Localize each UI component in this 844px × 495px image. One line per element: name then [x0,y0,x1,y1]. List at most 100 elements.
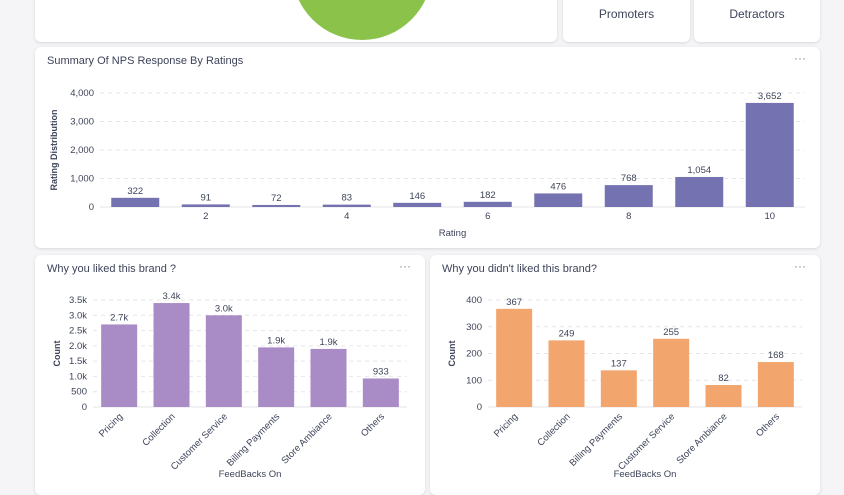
bar [111,197,160,207]
liked-brand-chart-card: Why you liked this brand ? ··· 0 500 1.0k 1… [35,255,425,495]
y-tick-label: 3.0k [69,310,87,321]
bar [534,193,583,207]
y-tick-label: 0 [89,202,94,213]
data-label: 182 [480,190,496,201]
data-label: 322 [127,186,143,197]
y-tick-label: 1.5k [69,356,87,367]
x-axis-label: Rating [439,228,466,239]
x-axis-label: FeedBacks On [219,469,282,480]
bar [310,348,347,407]
y-tick-label: 3.5k [69,295,87,306]
y-axis-label: Count [52,341,62,367]
bar [153,303,190,407]
data-label: 1,054 [687,165,711,176]
bar [705,385,742,407]
data-label: 476 [550,181,566,192]
bar [653,338,690,407]
data-label: 3,652 [758,91,782,102]
y-axis-label: Rating Distribution [49,110,59,191]
data-label: 72 [271,193,282,204]
bar [393,202,442,207]
y-tick-label: 0 [82,402,87,413]
y-tick-label: 4,000 [70,88,94,99]
y-tick-label: 3,000 [70,117,94,128]
ellipsis-icon[interactable]: ··· [794,259,806,273]
x-tick-label: Collection [140,411,177,448]
y-axis-label: Count [447,341,457,367]
data-label: 137 [611,358,627,369]
y-tick-label: 1,000 [70,174,94,185]
y-tick-label: 400 [466,295,482,306]
y-tick-label: 0 [477,402,482,413]
x-tick-label: Others [754,411,782,439]
data-label: 1.9k [320,337,338,348]
y-tick-label: 200 [466,349,482,360]
chart-svg: 0 500 1.0k 1.5k 2.0k 2.5k 3.0k 3.5k 2.7k Pricing 3… [52,291,407,480]
x-tick-label: Pricing [97,411,125,439]
y-tick-label: 1.0k [69,371,87,382]
chart-svg: 0 100 200 300 400 367 Pricing 249 Collection 137 B… [447,295,802,480]
x-tick-label: Pricing [492,411,520,439]
y-tick-label: 2,000 [70,145,94,156]
x-tick-label: Store Ambiance [674,411,729,466]
y-tick-label: 500 [71,387,87,398]
bar [757,362,794,407]
chart-title: Why you liked this brand ? [47,263,177,275]
bar [463,201,512,207]
bar [252,204,301,207]
x-tick-label: 2 [203,211,208,222]
nps-ratings-chart-card: Summary Of NPS Response By Ratings ··· 0… [35,47,820,248]
bar [548,340,585,407]
data-label: 367 [506,297,522,308]
promoters-card: Promoters [563,0,690,42]
data-label: 3.4k [163,291,181,302]
x-axis-label: FeedBacks On [614,469,677,480]
bar [181,204,230,207]
data-label: 82 [718,373,729,384]
data-label: 168 [768,350,784,361]
bar [101,324,138,407]
x-tick-label: 4 [344,211,349,222]
y-tick-label: 2.5k [69,326,87,337]
data-label: 3.0k [215,303,233,314]
y-tick-label: 2.0k [69,341,87,352]
bar [675,176,724,207]
bar [362,378,399,407]
bar [258,347,295,407]
data-label: 255 [663,327,679,338]
data-label: 1.9k [267,335,285,346]
bar [600,370,637,407]
x-tick-label: 10 [764,211,775,222]
bar [322,204,371,207]
detractors-card: Detractors [694,0,820,42]
gauge-chart [292,0,432,40]
gauge-card [35,0,557,42]
x-tick-label: Store Ambiance [279,411,334,466]
data-label: 2.7k [110,312,128,323]
disliked-brand-chart-card: Why you didn't liked this brand? ··· 0 10… [430,255,820,495]
x-tick-label: 6 [485,211,490,222]
data-label: 83 [341,193,352,204]
bar [604,185,653,207]
ellipsis-icon[interactable]: ··· [399,259,411,273]
y-tick-label: 300 [466,322,482,333]
y-tick-label: 100 [466,375,482,386]
data-label: 91 [200,192,211,203]
bar [205,315,242,407]
ellipsis-icon[interactable]: ··· [794,51,806,65]
chart-svg: 0 1,000 2,000 3,000 4,000 322 91 2 72 83 4 146 182 6 4… [49,88,805,239]
x-tick-label: Collection [535,411,572,448]
data-label: 146 [409,191,425,202]
x-tick-label: Customer Service [616,411,677,472]
chart-title: Summary Of NPS Response By Ratings [47,55,244,67]
detractors-label: Detractors [729,7,785,21]
chart-title: Why you didn't liked this brand? [442,263,597,275]
x-tick-label: Others [359,411,387,439]
data-label: 933 [373,366,389,377]
x-tick-label: Customer Service [169,411,230,472]
x-tick-label: 8 [626,211,631,222]
x-tick-label: Billing Payments [225,411,283,469]
bar [496,308,533,407]
data-label: 768 [621,173,637,184]
promoters-label: Promoters [598,7,655,21]
